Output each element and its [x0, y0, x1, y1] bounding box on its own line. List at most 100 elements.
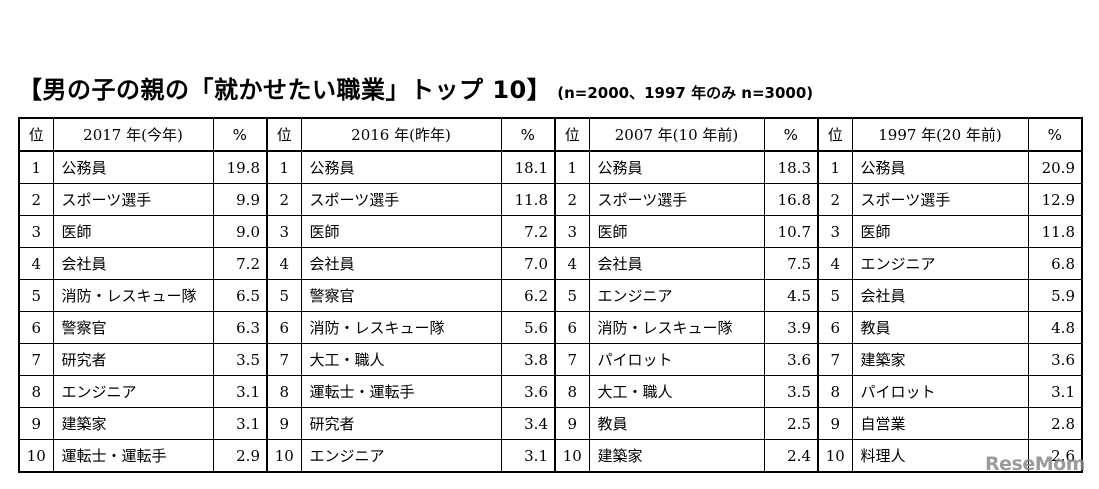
pct-cell: 18.1: [500, 150, 556, 184]
rank-cell: 7: [554, 343, 590, 376]
table-row: 3 医師 9.0 3 医師 7.2 3 医師 10.7 3 医師 11.8: [18, 215, 1083, 248]
pct-cell: 16.8: [763, 183, 819, 216]
job-cell: 医師: [300, 215, 502, 248]
rank-cell: 1: [266, 150, 302, 184]
job-cell: 消防・レスキュー隊: [300, 311, 502, 344]
pct-cell: 4.8: [1027, 311, 1083, 344]
job-cell: パイロット: [588, 343, 765, 376]
rank-cell: 8: [554, 375, 590, 408]
pct-cell: 3.5: [763, 375, 819, 408]
job-cell: 料理人: [851, 439, 1029, 473]
job-cell: 会社員: [300, 247, 502, 280]
rank-cell: 6: [817, 311, 853, 344]
rank-cell: 7: [817, 343, 853, 376]
resemom-watermark: ReseMom: [985, 453, 1085, 475]
table-row: 9 建築家 3.1 9 研究者 3.4 9 教員 2.5 9 自営業 2.8: [18, 407, 1083, 440]
pct-cell: 4.5: [763, 279, 819, 312]
job-cell: 建築家: [52, 407, 214, 440]
job-cell: スポーツ選手: [851, 183, 1029, 216]
rank-cell: 5: [266, 279, 302, 312]
rank-cell: 7: [18, 343, 54, 376]
rank-cell: 3: [18, 215, 54, 248]
table-row: 4 会社員 7.2 4 会社員 7.0 4 会社員 7.5 4 エンジニア 6.8: [18, 247, 1083, 280]
job-cell: 公務員: [851, 150, 1029, 184]
pct-cell: 3.1: [500, 439, 556, 473]
table-row: 8 エンジニア 3.1 8 運転士・運転手 3.6 8 大工・職人 3.5 8 パイロット 3.1: [18, 375, 1083, 408]
rank-header: 位: [18, 117, 54, 152]
pct-cell: 7.5: [763, 247, 819, 280]
year-header: 1997 年(20 年前): [851, 117, 1029, 152]
year-header: 2007 年(10 年前): [588, 117, 765, 152]
table-row: 10 運転士・運転手 2.9 10 エンジニア 3.1 10 建築家 2.4 10 料理人 2.6: [18, 439, 1083, 473]
job-cell: エンジニア: [300, 439, 502, 473]
job-cell: 会社員: [588, 247, 765, 280]
job-cell: スポーツ選手: [52, 183, 214, 216]
table-row: 2 スポーツ選手 9.9 2 スポーツ選手 11.8 2 スポーツ選手 16.8 2 スポーツ選手 1…: [18, 183, 1083, 216]
pct-cell: 6.5: [212, 279, 268, 312]
rank-cell: 10: [554, 439, 590, 473]
pct-cell: 3.1: [1027, 375, 1083, 408]
pct-cell: 12.9: [1027, 183, 1083, 216]
rank-cell: 2: [18, 183, 54, 216]
job-cell: パイロット: [851, 375, 1029, 408]
rank-cell: 6: [18, 311, 54, 344]
job-cell: 消防・レスキュー隊: [52, 279, 214, 312]
table-row: 1 公務員 19.8 1 公務員 18.1 1 公務員 18.3 1 公務員 20.9: [18, 150, 1083, 184]
job-cell: 運転士・運転手: [300, 375, 502, 408]
rank-header: 位: [554, 117, 590, 152]
pct-cell: 3.6: [763, 343, 819, 376]
job-cell: 医師: [52, 215, 214, 248]
rank-cell: 3: [817, 215, 853, 248]
pct-cell: 6.3: [212, 311, 268, 344]
job-cell: 警察官: [52, 311, 214, 344]
header-row: 位 2017 年(今年)% 位 2016 年(昨年)% 位 2007 年(10 年前)% 位…: [18, 117, 1083, 152]
rank-cell: 8: [817, 375, 853, 408]
rank-cell: 9: [554, 407, 590, 440]
job-cell: 運転士・運転手: [52, 439, 214, 473]
pct-cell: 5.9: [1027, 279, 1083, 312]
pct-cell: 3.1: [212, 407, 268, 440]
pct-cell: 18.3: [763, 150, 819, 184]
job-cell: 医師: [588, 215, 765, 248]
job-cell: 会社員: [851, 279, 1029, 312]
rank-cell: 5: [554, 279, 590, 312]
rank-cell: 7: [266, 343, 302, 376]
job-cell: 教員: [588, 407, 765, 440]
job-cell: 自営業: [851, 407, 1029, 440]
pct-header: %: [212, 117, 268, 152]
title-sub: (n=2000、1997 年のみ n=3000): [557, 84, 814, 102]
rank-cell: 4: [266, 247, 302, 280]
pct-cell: 20.9: [1027, 150, 1083, 184]
job-cell: スポーツ選手: [588, 183, 765, 216]
job-cell: 警察官: [300, 279, 502, 312]
job-cell: 消防・レスキュー隊: [588, 311, 765, 344]
rank-cell: 3: [266, 215, 302, 248]
rank-cell: 10: [18, 439, 54, 473]
job-cell: 教員: [851, 311, 1029, 344]
rank-cell: 9: [817, 407, 853, 440]
pct-cell: 9.0: [212, 215, 268, 248]
rank-cell: 8: [18, 375, 54, 408]
pct-cell: 3.9: [763, 311, 819, 344]
rank-cell: 1: [554, 150, 590, 184]
table-body: 1 公務員 19.8 1 公務員 18.1 1 公務員 18.3 1 公務員 20.9 2 スポーツ選手 9…: [18, 150, 1083, 473]
pct-cell: 2.6: [1027, 439, 1083, 473]
pct-cell: 6.2: [500, 279, 556, 312]
table-row: 5 消防・レスキュー隊 6.5 5 警察官 6.2 5 エンジニア 4.5 5 会社員 5.9: [18, 279, 1083, 312]
pct-cell: 3.5: [212, 343, 268, 376]
pct-cell: 3.1: [212, 375, 268, 408]
rank-cell: 6: [266, 311, 302, 344]
pct-cell: 2.4: [763, 439, 819, 473]
rank-cell: 5: [18, 279, 54, 312]
job-cell: 公務員: [52, 150, 214, 184]
pct-cell: 3.6: [500, 375, 556, 408]
rank-cell: 1: [18, 150, 54, 184]
job-cell: 研究者: [52, 343, 214, 376]
pct-cell: 11.8: [500, 183, 556, 216]
pct-cell: 2.9: [212, 439, 268, 473]
rank-header: 位: [266, 117, 302, 152]
rank-cell: 3: [554, 215, 590, 248]
pct-cell: 10.7: [763, 215, 819, 248]
pct-cell: 19.8: [212, 150, 268, 184]
job-cell: 大工・職人: [300, 343, 502, 376]
